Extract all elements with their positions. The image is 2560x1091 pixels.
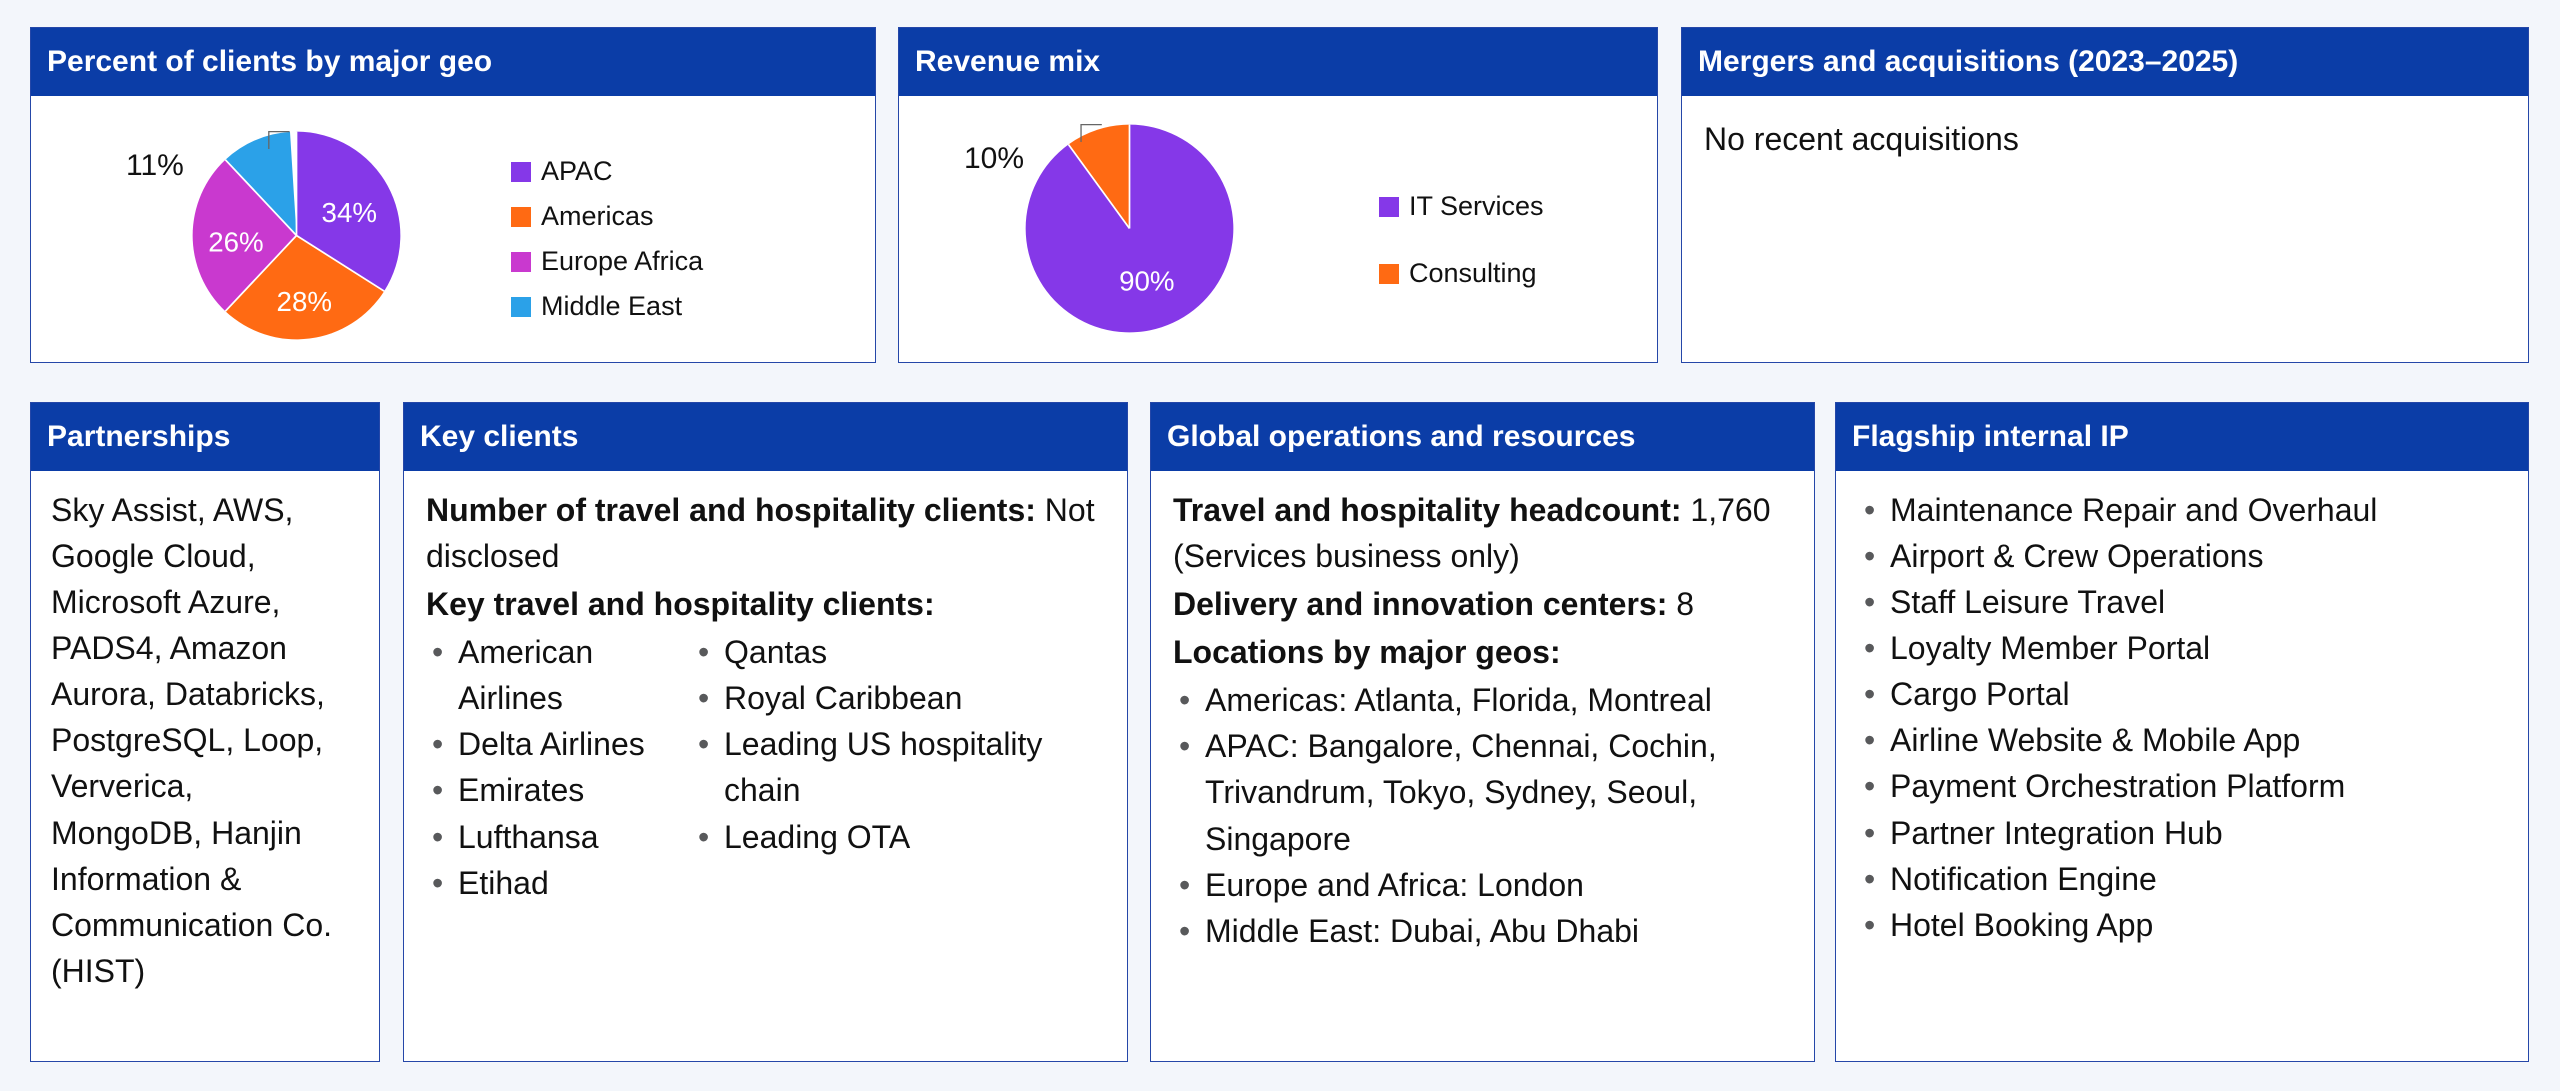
svg-text:90%: 90% xyxy=(1119,265,1174,296)
svg-text:28%: 28% xyxy=(277,286,332,317)
svg-text:34%: 34% xyxy=(322,197,377,228)
svg-text:26%: 26% xyxy=(208,226,263,257)
